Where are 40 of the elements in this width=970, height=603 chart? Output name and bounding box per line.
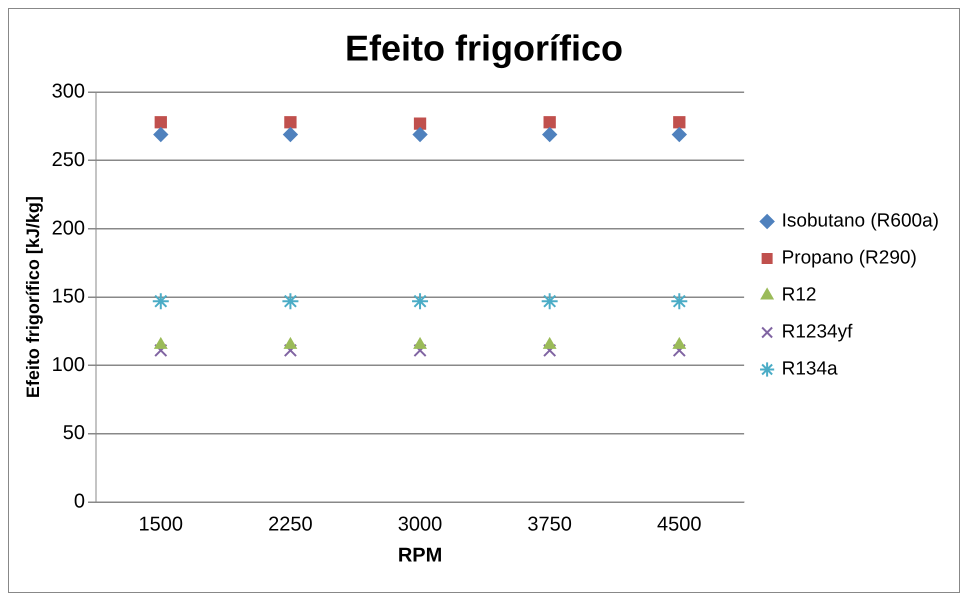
legend-label: Propano (R290) — [782, 248, 917, 269]
point — [673, 116, 686, 128]
chart-title: Efeito frigorífico — [345, 28, 623, 69]
point — [153, 127, 168, 142]
point — [414, 117, 426, 130]
x-tick-label: 2250 — [268, 514, 313, 536]
point — [154, 344, 168, 358]
y-tick-label: 250 — [52, 149, 85, 172]
point — [412, 127, 428, 142]
x-tick-label: 1500 — [138, 514, 184, 536]
x-tick-label: 3750 — [527, 514, 572, 536]
point — [284, 344, 298, 358]
point — [281, 292, 300, 310]
y-tick-label: 150 — [52, 286, 85, 308]
point — [411, 292, 430, 310]
legend-label: R134a — [782, 358, 838, 380]
legend-label: Isobutano (R600a) — [782, 210, 940, 232]
point — [152, 292, 170, 310]
legend-label: R12 — [782, 284, 816, 306]
y-tick-label: 300 — [52, 80, 85, 103]
y-tick-label: 100 — [52, 354, 85, 376]
point — [672, 344, 686, 358]
x-tick-label: 4500 — [657, 514, 702, 536]
point — [154, 116, 167, 128]
y-tick-label: 200 — [52, 217, 85, 240]
x-tick-label: 3000 — [398, 514, 442, 536]
point — [670, 292, 688, 310]
point — [284, 116, 297, 128]
point — [540, 292, 559, 310]
point — [544, 116, 556, 128]
point — [413, 344, 427, 358]
point — [543, 344, 556, 358]
y-tick-label: 50 — [62, 422, 85, 444]
x-axis-title: RPM — [398, 544, 442, 567]
point — [672, 127, 687, 142]
point — [282, 127, 298, 142]
y-axis-title: Efeito frigorífico [kJ/kg] — [22, 196, 43, 398]
y-tick-label: 0 — [74, 490, 85, 513]
point — [542, 127, 558, 142]
legend-label: R1234yf — [782, 322, 854, 343]
